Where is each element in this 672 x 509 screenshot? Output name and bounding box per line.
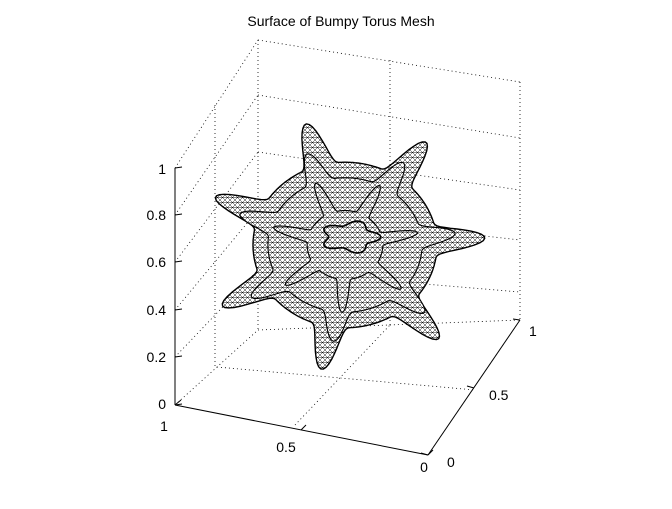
z-tick-label: 1 (158, 161, 166, 177)
tick-mark (174, 260, 183, 263)
bumpy-torus-mesh (214, 123, 486, 370)
z-tick-label: 0.8 (147, 207, 167, 223)
z-tick-label: 0.4 (147, 302, 167, 318)
tick-mark (174, 213, 183, 216)
y-tick-label: 1 (529, 323, 537, 339)
tick-mark (300, 424, 307, 431)
mesh-center-hole (323, 220, 382, 254)
y-axis: 0 0.5 1 (447, 323, 537, 470)
axis-ticks (174, 166, 521, 456)
tick-mark (466, 385, 475, 389)
tick-mark (174, 308, 183, 311)
tick-mark (420, 452, 429, 456)
tick-mark (512, 318, 521, 321)
z-tick-label: 0.6 (147, 254, 167, 270)
z-axis: 0 0.2 0.4 0.6 0.8 1 (147, 161, 167, 412)
y-tick-label: 0 (447, 454, 455, 470)
x-tick-label: 0.5 (276, 439, 296, 455)
x-tick-label: 0 (420, 459, 428, 475)
tick-mark (427, 449, 434, 456)
tick-mark (174, 399, 182, 406)
tick-mark (174, 355, 183, 358)
z-tick-label: 0.2 (147, 349, 167, 365)
chart-title: Surface of Bumpy Torus Mesh (247, 13, 434, 29)
tick-mark (174, 403, 183, 406)
z-tick-label: 0 (158, 396, 166, 412)
x-axis: 1 0.5 0 (160, 418, 428, 475)
y-tick-label: 0.5 (489, 387, 509, 403)
tick-mark (174, 166, 183, 169)
x-tick-label: 1 (160, 418, 168, 434)
